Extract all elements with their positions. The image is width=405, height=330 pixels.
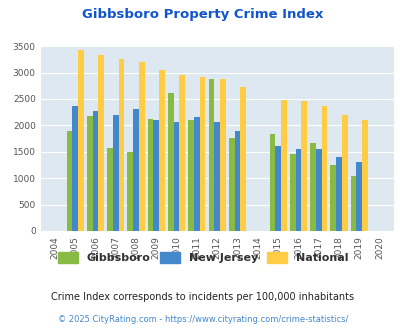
Bar <box>330 165 335 231</box>
Bar <box>78 50 83 231</box>
Bar <box>139 61 144 231</box>
Bar <box>341 115 347 231</box>
Bar <box>179 75 185 231</box>
Bar <box>147 118 153 231</box>
Bar <box>188 119 194 231</box>
Bar <box>168 93 173 231</box>
Bar <box>220 80 225 231</box>
Text: Gibbsboro Property Crime Index: Gibbsboro Property Crime Index <box>82 8 323 21</box>
Bar <box>107 148 113 231</box>
Bar <box>214 122 220 231</box>
Bar <box>315 149 321 231</box>
Bar <box>66 131 72 231</box>
Bar <box>228 138 234 231</box>
Bar <box>275 146 280 231</box>
Bar <box>234 131 240 231</box>
Text: © 2025 CityRating.com - https://www.cityrating.com/crime-statistics/: © 2025 CityRating.com - https://www.city… <box>58 315 347 324</box>
Bar <box>92 111 98 231</box>
Bar <box>153 120 159 231</box>
Bar <box>208 79 214 231</box>
Bar <box>280 100 286 231</box>
Bar <box>335 157 341 231</box>
Bar <box>159 70 164 231</box>
Bar <box>289 154 295 231</box>
Legend: Gibbsboro, New Jersey, National: Gibbsboro, New Jersey, National <box>55 249 350 267</box>
Bar <box>361 120 367 231</box>
Bar <box>87 116 92 231</box>
Bar <box>113 115 118 231</box>
Bar <box>118 59 124 231</box>
Text: Crime Index corresponds to incidents per 100,000 inhabitants: Crime Index corresponds to incidents per… <box>51 292 354 302</box>
Bar <box>309 143 315 231</box>
Bar <box>269 134 275 231</box>
Bar <box>133 109 139 231</box>
Bar <box>295 149 301 231</box>
Bar <box>173 122 179 231</box>
Bar <box>350 176 356 231</box>
Bar <box>301 101 306 231</box>
Bar <box>240 87 245 231</box>
Bar <box>72 106 78 231</box>
Bar <box>356 162 361 231</box>
Bar <box>321 106 326 231</box>
Bar <box>194 117 199 231</box>
Bar <box>98 55 104 231</box>
Bar <box>127 152 133 231</box>
Bar <box>199 77 205 231</box>
